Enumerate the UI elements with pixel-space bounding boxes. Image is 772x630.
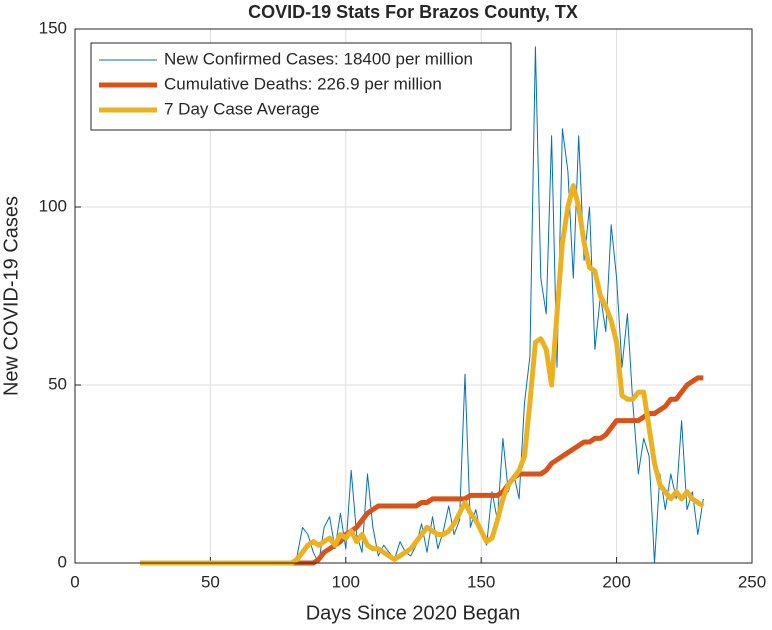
y-tick-label: 150 xyxy=(39,18,67,37)
x-tick-label: 250 xyxy=(738,572,766,591)
y-tick-label: 0 xyxy=(58,552,67,571)
legend-label: 7 Day Case Average xyxy=(164,99,320,118)
x-tick-label: 200 xyxy=(602,572,630,591)
y-tick-label: 50 xyxy=(48,374,67,393)
chart-title: COVID-19 Stats For Brazos County, TX xyxy=(248,2,578,22)
legend-label: Cumulative Deaths: 226.9 per million xyxy=(164,74,442,93)
y-axis-label: New COVID-19 Cases xyxy=(0,196,22,396)
x-tick-label: 150 xyxy=(467,572,495,591)
legend-label: New Confirmed Cases: 18400 per million xyxy=(164,49,473,68)
axes-box xyxy=(74,28,753,564)
x-tick-label: 0 xyxy=(70,572,79,591)
legend-box xyxy=(90,42,512,131)
x-axis-label: Days Since 2020 Began xyxy=(306,602,521,624)
x-tick-label: 100 xyxy=(332,572,360,591)
y-tick-label: 100 xyxy=(39,196,67,215)
x-tick-label: 50 xyxy=(201,572,220,591)
